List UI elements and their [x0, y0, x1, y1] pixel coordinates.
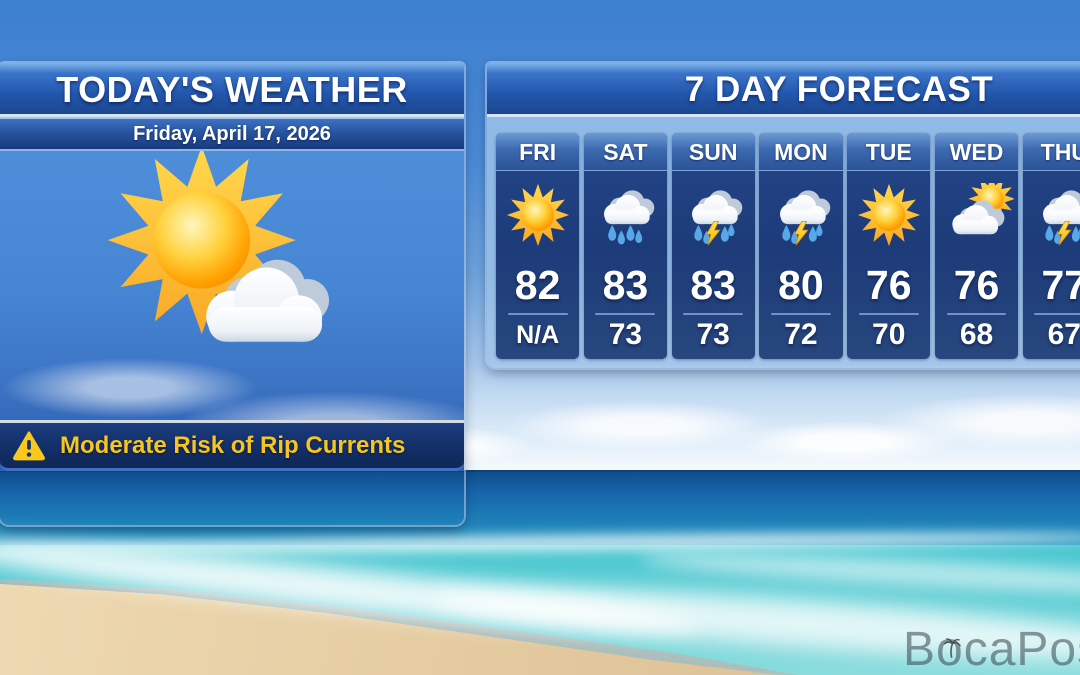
low-temp: 68 — [959, 318, 994, 351]
forecast-day-tue: TUE 76 70 — [847, 133, 931, 359]
today-panel-body: High: 82° 20% Chance of Rain Winds: S 6-… — [0, 151, 464, 471]
rain-icon — [584, 171, 667, 259]
day-name: TUE — [847, 133, 931, 171]
forecast-day-sat: SAT 83 73 — [583, 133, 667, 359]
temp-divider — [507, 313, 568, 315]
temp-divider — [595, 313, 656, 315]
warning-triangle-icon — [13, 431, 45, 461]
high-temp: 77 — [1041, 262, 1080, 308]
sunny-icon — [847, 171, 930, 259]
temp-divider — [858, 313, 919, 315]
low-temp: 70 — [872, 318, 906, 351]
high-temp: 83 — [602, 262, 649, 308]
partly-cloudy-icon — [935, 171, 1018, 259]
forecast-panel-title: 7 DAY FORECAST — [487, 63, 1080, 117]
palm-tree-icon — [944, 638, 961, 658]
forecast-day-wed: WED 76 68 — [934, 133, 1019, 359]
alert-text: Moderate Risk of Rip Currents — [60, 431, 406, 459]
rip-current-alert: Moderate Risk of Rip Currents — [0, 420, 464, 471]
temp-divider — [683, 313, 744, 315]
high-temp: 76 — [953, 262, 1000, 308]
thunderstorm-icon — [759, 171, 842, 259]
day-name: FRI — [496, 133, 580, 171]
watermark-bocapost: BocaPost — [903, 622, 1080, 675]
forecast-day-thu: THU 77 67 — [1022, 133, 1080, 359]
day-name: SUN — [671, 133, 755, 171]
forecast-panel: 7 DAY FORECAST FRI 82 N/A SAT 83 73 — [487, 63, 1080, 368]
high-temp: 83 — [690, 262, 736, 308]
forecast-panel-body: FRI 82 N/A SAT 83 73 SUN 83 — [487, 117, 1080, 365]
temp-divider — [1034, 313, 1080, 315]
low-temp: 73 — [608, 318, 643, 351]
watermark-text: BocaPost — [903, 623, 1080, 675]
low-temp: 73 — [696, 318, 730, 351]
low-temp: 67 — [1047, 318, 1080, 351]
thunderstorm-icon — [672, 171, 755, 259]
day-name: MON — [759, 133, 843, 171]
high-temp: 82 — [514, 262, 561, 308]
today-panel-title: TODAY'S WEATHER — [0, 63, 464, 117]
temp-divider — [946, 313, 1007, 315]
forecast-day-mon: MON 80 72 — [759, 133, 843, 359]
day-name: THU — [1022, 133, 1080, 171]
day-name: WED — [934, 133, 1019, 171]
sun-with-cloud-icon — [82, 151, 350, 361]
forecast-day-fri: FRI 82 N/A — [496, 133, 580, 359]
sunny-icon — [496, 171, 579, 259]
forecast-day-sun: SUN 83 73 — [671, 133, 755, 359]
low-temp: 72 — [784, 318, 818, 351]
today-panel: TODAY'S WEATHER Friday, April 17, 2026 H… — [0, 63, 464, 525]
temp-divider — [770, 313, 831, 315]
high-temp: 76 — [865, 262, 912, 308]
high-temp: 80 — [778, 262, 824, 308]
day-name: SAT — [583, 133, 667, 171]
low-temp: N/A — [516, 321, 560, 349]
forecast-columns: FRI 82 N/A SAT 83 73 SUN 83 — [496, 133, 1080, 359]
today-date: Friday, April 17, 2026 — [0, 117, 464, 151]
thunderstorm-icon — [1023, 171, 1080, 259]
